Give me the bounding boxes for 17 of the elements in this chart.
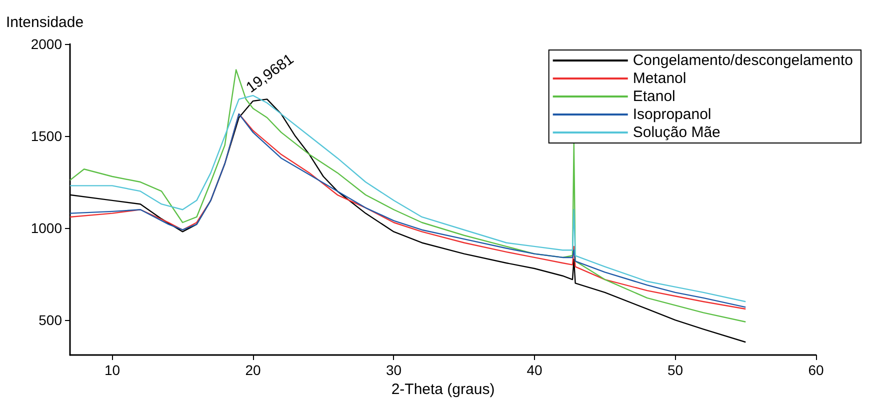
x-tick-label: 60	[808, 362, 824, 378]
x-tick-label: 10	[104, 362, 120, 378]
y-tick-label: 1500	[30, 128, 62, 144]
x-tick-label: 50	[667, 362, 684, 378]
y-tick-label: 1000	[30, 220, 62, 236]
legend-label: Isopropanol	[632, 106, 712, 123]
y-tick-label: 2000	[30, 36, 62, 52]
x-axis-title: 2-Theta (graus)	[391, 380, 495, 398]
legend-label: Etanol	[632, 88, 676, 105]
x-tick-label: 30	[386, 362, 402, 378]
legend-label: Metanol	[632, 70, 686, 87]
legend-label: Congelamento/descongelamento	[632, 52, 854, 69]
y-tick-label: 500	[38, 312, 62, 328]
legend-label: Solução Mãe	[632, 124, 720, 141]
x-tick-label: 20	[245, 362, 261, 378]
y-axis-title: Intensidade	[6, 14, 84, 31]
x-tick-label: 40	[526, 362, 542, 378]
